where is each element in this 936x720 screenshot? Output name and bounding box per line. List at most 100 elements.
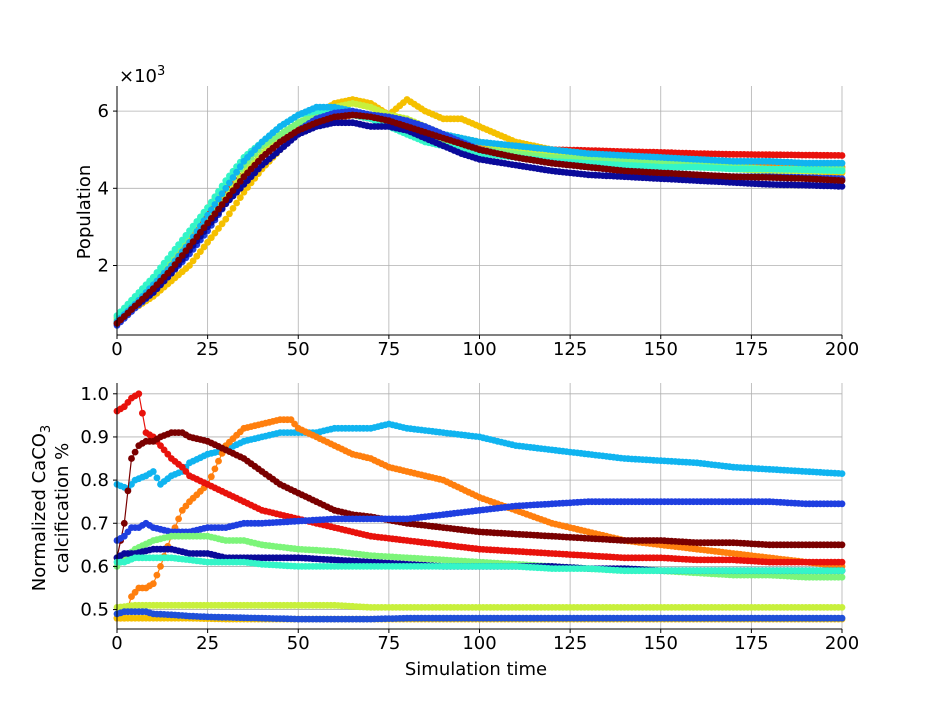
calcification-data-point	[838, 470, 846, 477]
population-data-point	[153, 269, 161, 276]
population-panel: 0 25 50 75 100 125 150 175 200 2 4 6 ×103 Populati…	[74, 64, 859, 360]
population-y-tick-label: 4	[98, 178, 109, 199]
population-data-point	[186, 242, 193, 250]
population-data-point	[175, 241, 183, 249]
calcification-y-axis-label-line2: calcification %	[52, 443, 73, 573]
calcification-series-3	[113, 429, 846, 562]
population-x-tick-label: 25	[196, 339, 219, 360]
population-series	[113, 96, 846, 329]
calcification-data-point	[838, 614, 846, 622]
x-axis-label: Simulation time	[405, 659, 547, 680]
calcification-x-tick-label: 0	[111, 633, 122, 654]
calcification-x-tick-label: 175	[734, 633, 768, 654]
population-x-ticks: 0 25 50 75 100 125 150 175 200	[111, 335, 859, 360]
population-x-tick-label: 150	[644, 339, 678, 360]
population-data-point	[189, 222, 197, 230]
population-data-point	[218, 220, 226, 228]
population-data-point	[160, 259, 168, 267]
calcification-y-tick-label: 0.7	[80, 513, 109, 534]
population-x-tick-label: 175	[734, 339, 768, 360]
population-data-point	[207, 215, 215, 222]
calcification-data-point	[838, 567, 846, 575]
calcification-data-point	[175, 515, 183, 523]
calcification-data-point	[838, 558, 846, 566]
population-data-point	[218, 201, 226, 208]
calcification-data-point	[157, 563, 164, 570]
population-data-point	[233, 168, 241, 176]
calcification-data-point	[838, 573, 846, 581]
population-data-point	[182, 247, 190, 255]
population-data-point	[200, 243, 208, 251]
population-data-point	[838, 152, 846, 159]
population-data-point	[229, 174, 237, 181]
calcification-x-tick-label: 25	[196, 633, 219, 654]
population-data-point	[222, 215, 230, 223]
population-series-9	[113, 111, 846, 327]
calcification-data-point	[211, 465, 219, 473]
population-data-point	[182, 232, 190, 239]
population-data-point	[178, 236, 186, 244]
population-data-point	[204, 238, 212, 246]
calcification-y-tick-label: 0.5	[80, 600, 109, 621]
population-data-point	[838, 177, 846, 185]
population-data-point	[204, 219, 212, 227]
population-data-point	[236, 194, 244, 202]
population-data-point	[197, 228, 204, 236]
calcification-data-point	[149, 580, 157, 588]
population-x-tick-label: 75	[377, 339, 400, 360]
calcification-data-point	[838, 500, 846, 508]
calcification-x-tick-label: 200	[825, 633, 859, 654]
population-data-point	[838, 167, 846, 175]
calcification-series-7	[113, 554, 846, 575]
calcification-x-tick-label: 150	[644, 633, 678, 654]
population-x-tick-label: 125	[553, 339, 587, 360]
calcification-x-tick-label: 75	[377, 633, 400, 654]
population-x-tick-label: 200	[825, 339, 859, 360]
population-data-point	[215, 195, 222, 203]
population-data-point	[186, 227, 193, 235]
calcification-series-4	[113, 498, 846, 544]
calcification-data-point	[139, 409, 146, 417]
population-data-point	[189, 257, 197, 265]
population-data-point	[178, 252, 186, 259]
population-data-point	[211, 201, 219, 208]
population-data-point	[193, 218, 201, 225]
population-y-tick-label: 6	[98, 101, 109, 122]
population-data-point	[171, 261, 179, 269]
population-data-point	[229, 187, 237, 195]
population-data-point	[233, 199, 241, 207]
calcification-data-point	[215, 457, 222, 465]
population-data-point	[211, 229, 219, 237]
calcification-y-axis-label-line1: Normalized CaCO3	[29, 425, 54, 591]
population-y-axis-label: Population	[74, 165, 95, 260]
population-data-point	[215, 225, 222, 232]
population-offset-text: ×103	[119, 64, 165, 87]
calcification-series-10	[113, 608, 846, 623]
calcification-data-point	[131, 448, 139, 456]
population-data-point	[229, 205, 237, 212]
population-y-tick-label: 2	[98, 256, 109, 277]
population-data-point	[226, 179, 233, 187]
population-data-point	[838, 159, 846, 167]
population-data-point	[157, 264, 164, 272]
calcification-x-tick-label: 50	[287, 633, 310, 654]
population-data-point	[226, 191, 233, 199]
population-x-tick-label: 50	[287, 339, 310, 360]
population-data-point	[164, 255, 172, 262]
population-data-point	[171, 245, 179, 253]
calcification-data-point	[207, 473, 215, 481]
calcification-series	[113, 390, 846, 623]
calcification-data-point	[128, 455, 135, 462]
population-data-point	[236, 178, 244, 185]
calcification-data-point	[124, 487, 132, 495]
population-data-point	[200, 224, 208, 232]
population-y-ticks: 2 4 6	[98, 101, 117, 277]
population-data-point	[222, 184, 230, 192]
population-data-point	[838, 183, 846, 190]
calcification-y-tick-label: 0.6	[80, 556, 109, 577]
population-data-point	[218, 190, 226, 198]
population-data-point	[189, 238, 197, 246]
population-data-point	[233, 182, 241, 190]
calcification-x-tick-label: 100	[462, 633, 496, 654]
